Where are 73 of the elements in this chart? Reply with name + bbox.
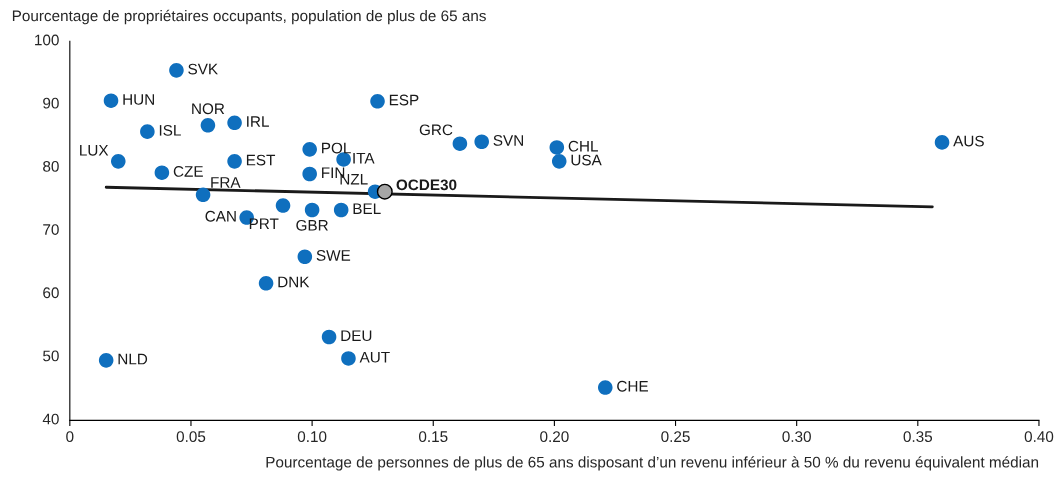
annotation: DEU	[341, 330, 372, 342]
x-tick-label: 0.25	[661, 431, 690, 443]
annotation: NLD	[118, 353, 148, 365]
point	[258, 276, 274, 291]
point	[302, 142, 317, 157]
point	[154, 165, 170, 181]
annotation: USA	[571, 154, 602, 166]
x-tick-label: 0.10	[297, 431, 327, 443]
point	[304, 202, 320, 218]
x-tick-label: 0	[66, 431, 74, 443]
annotation: NOR	[192, 103, 225, 115]
point	[227, 115, 242, 131]
y-tick-label: 60	[43, 287, 59, 299]
annotation: SVN	[493, 135, 523, 146]
x-tick-label: 0.35	[903, 431, 933, 443]
y-tick-label: 100	[35, 34, 59, 46]
point	[140, 124, 155, 139]
point	[297, 249, 313, 265]
y-axis-title: Pourcentage de propriétaires occupants, population de plus de 65 ans	[12, 9, 486, 25]
annotation: CHL	[568, 140, 598, 152]
annotation: LUX	[80, 145, 109, 156]
y-tick-label: 50	[43, 350, 59, 362]
point	[549, 140, 565, 155]
point	[321, 329, 337, 345]
annotation: EST	[246, 154, 276, 166]
annotation: BEL	[353, 203, 381, 214]
annotation: ESP	[389, 94, 419, 106]
point	[111, 154, 126, 169]
point	[551, 154, 567, 169]
series-label: OCDE30	[396, 179, 457, 191]
point	[195, 187, 211, 203]
point	[302, 166, 317, 182]
annotation: GBR	[296, 219, 328, 231]
y-tick-label: 40	[42, 413, 59, 425]
annotation: AUS	[953, 135, 984, 147]
annotation: SVK	[188, 63, 218, 75]
point	[474, 134, 489, 150]
y-tick-label: 80	[43, 160, 59, 172]
annotation: ITA	[353, 152, 375, 164]
x-tick-label: 0.15	[418, 431, 448, 443]
point	[103, 93, 119, 108]
point	[597, 380, 613, 395]
annotation: AUT	[359, 351, 390, 363]
x-axis-title: Pourcentage de personnes de plus de 65 ans disposant d’un revenu inférieur à 50 % du revenu équivalent médian	[266, 456, 1039, 471]
annotation: CHE	[617, 380, 648, 392]
annotation: GRC	[419, 124, 453, 136]
point	[200, 118, 216, 133]
annotation: CAN	[205, 210, 236, 222]
point	[227, 154, 242, 169]
annotation: POL	[322, 142, 351, 154]
point	[169, 63, 184, 78]
annotation: CZE	[173, 166, 203, 177]
x-tick-label: 0.20	[540, 431, 569, 443]
point	[275, 198, 291, 213]
annotation: PRT	[249, 218, 279, 229]
x-tick-label: 0.05	[176, 431, 206, 443]
annotation: FRA	[211, 177, 241, 188]
annotation: ISL	[159, 124, 181, 136]
point	[376, 183, 393, 200]
point	[341, 351, 356, 366]
y-tick-label: 70	[43, 224, 59, 235]
point	[98, 353, 114, 368]
x-tick-label: 0.40	[1024, 431, 1054, 443]
point	[333, 202, 349, 218]
y-tick-label: 90	[43, 97, 59, 109]
point	[452, 136, 468, 151]
x-tick-label: 0.30	[782, 431, 811, 443]
annotation: DNK	[278, 276, 310, 288]
point	[370, 94, 385, 109]
annotation: IRL	[247, 116, 269, 127]
annotation: SWE	[316, 250, 351, 261]
point	[934, 135, 950, 150]
annotation: HUN	[123, 94, 154, 105]
